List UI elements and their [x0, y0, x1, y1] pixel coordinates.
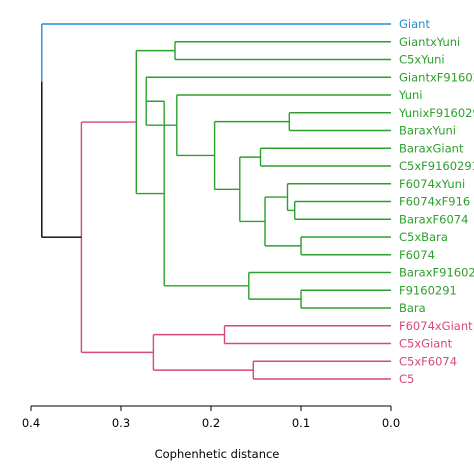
x-axis-tick-label: 0.3 — [112, 416, 130, 430]
leaf-label: C5xBara — [399, 230, 448, 244]
leaf-label: Yuni — [398, 88, 422, 102]
leaf-label: F6074xGiant — [399, 319, 473, 333]
leaf-label: BaraxGiant — [399, 141, 464, 155]
leaf-label: F6074xF916 — [399, 195, 470, 209]
leaf-label: F6074xYuni — [399, 177, 465, 191]
leaf-label: Giant — [399, 17, 430, 31]
leaf-label: F6074 — [399, 248, 435, 262]
leaf-label: GiantxF91602 — [399, 70, 474, 84]
dendrogram-links — [41, 23, 391, 380]
leaf-label: C5 — [399, 372, 414, 386]
x-axis-tick-label: 0.1 — [292, 416, 310, 430]
leaf-label: C5xF9160291 — [399, 159, 474, 173]
leaf-label: YunixF916029 — [398, 106, 474, 120]
leaf-label: C5xYuni — [399, 53, 445, 67]
leaf-label: BaraxF91602 — [399, 266, 474, 280]
x-axis-tick-label: 0.2 — [202, 416, 220, 430]
leaf-label: Bara — [399, 301, 426, 315]
leaf-label: C5xF6074 — [399, 354, 457, 368]
leaf-label: C5xGiant — [399, 337, 453, 351]
x-axis-tick-label: 0.4 — [22, 416, 40, 430]
x-axis-tick-label: 0.0 — [382, 416, 400, 430]
x-axis-title: Cophenhetic distance — [155, 447, 280, 461]
leaf-label: GiantxYuni — [399, 35, 460, 49]
x-axis: 0.4 0.3 0.2 0.1 0.0 — [22, 405, 400, 430]
leaf-label: F9160291 — [399, 283, 457, 297]
leaf-labels: Giant GiantxYuni C5xYuni GiantxF91602 Yuni Yu… — [398, 17, 474, 386]
leaf-label: BaraxYuni — [399, 124, 456, 138]
leaf-label: BaraxF6074 — [399, 212, 468, 226]
